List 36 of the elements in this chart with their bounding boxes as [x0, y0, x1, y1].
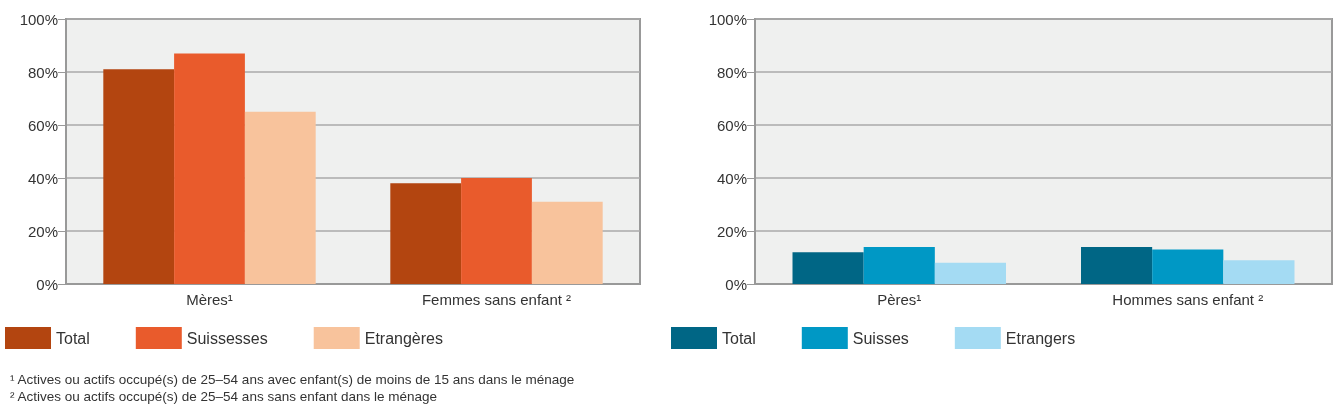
y-tick-label: 100%: [19, 10, 58, 28]
legend-label: Suisses: [852, 329, 909, 347]
x-tick-label: Pères¹: [877, 291, 922, 308]
bar: [1081, 246, 1153, 284]
y-tick-label: 20%: [716, 222, 747, 240]
text: ¹ Actives ou actifs occupé(s) de 25–54 ans avec enfant(s) de moins de 15 ans dans le ménage: [10, 371, 575, 388]
text: ² Actives ou actifs occupé(s) de 25–54 ans sans enfant dans le ménage: [10, 388, 438, 405]
legend-label: Etrangères: [364, 329, 443, 347]
x-tick-label: Femmes sans enfant ²: [421, 291, 572, 308]
y-tick-label: 0%: [725, 275, 747, 293]
bar: [531, 201, 603, 284]
y-tick-label: 80%: [27, 63, 58, 81]
y-tick-label: 20%: [27, 222, 58, 240]
y-tick-label: 40%: [27, 169, 58, 187]
legend-label: Etrangers: [1005, 329, 1076, 347]
bar: [174, 53, 245, 284]
y-tick-label: 80%: [716, 63, 747, 81]
x-tick-label: Mères¹: [186, 291, 233, 308]
bar: [1223, 260, 1295, 284]
x-tick-label: Hommes sans enfant ²: [1112, 291, 1264, 308]
bar: [461, 178, 532, 284]
bar: [1152, 249, 1224, 284]
y-tick-label: 40%: [716, 169, 747, 187]
y-tick-label: 100%: [708, 10, 747, 28]
bar: [390, 183, 462, 284]
bar: [934, 262, 1006, 284]
bar: [863, 246, 935, 284]
legend-label: Suissesses: [186, 329, 268, 347]
y-tick-label: 0%: [36, 275, 58, 293]
legend-label: Total: [722, 329, 756, 347]
bar: [103, 69, 175, 284]
y-tick-label: 60%: [27, 116, 58, 134]
bar: [244, 111, 316, 284]
legend-label: Total: [56, 329, 90, 347]
bar: [792, 252, 864, 284]
y-tick-label: 60%: [716, 116, 747, 134]
